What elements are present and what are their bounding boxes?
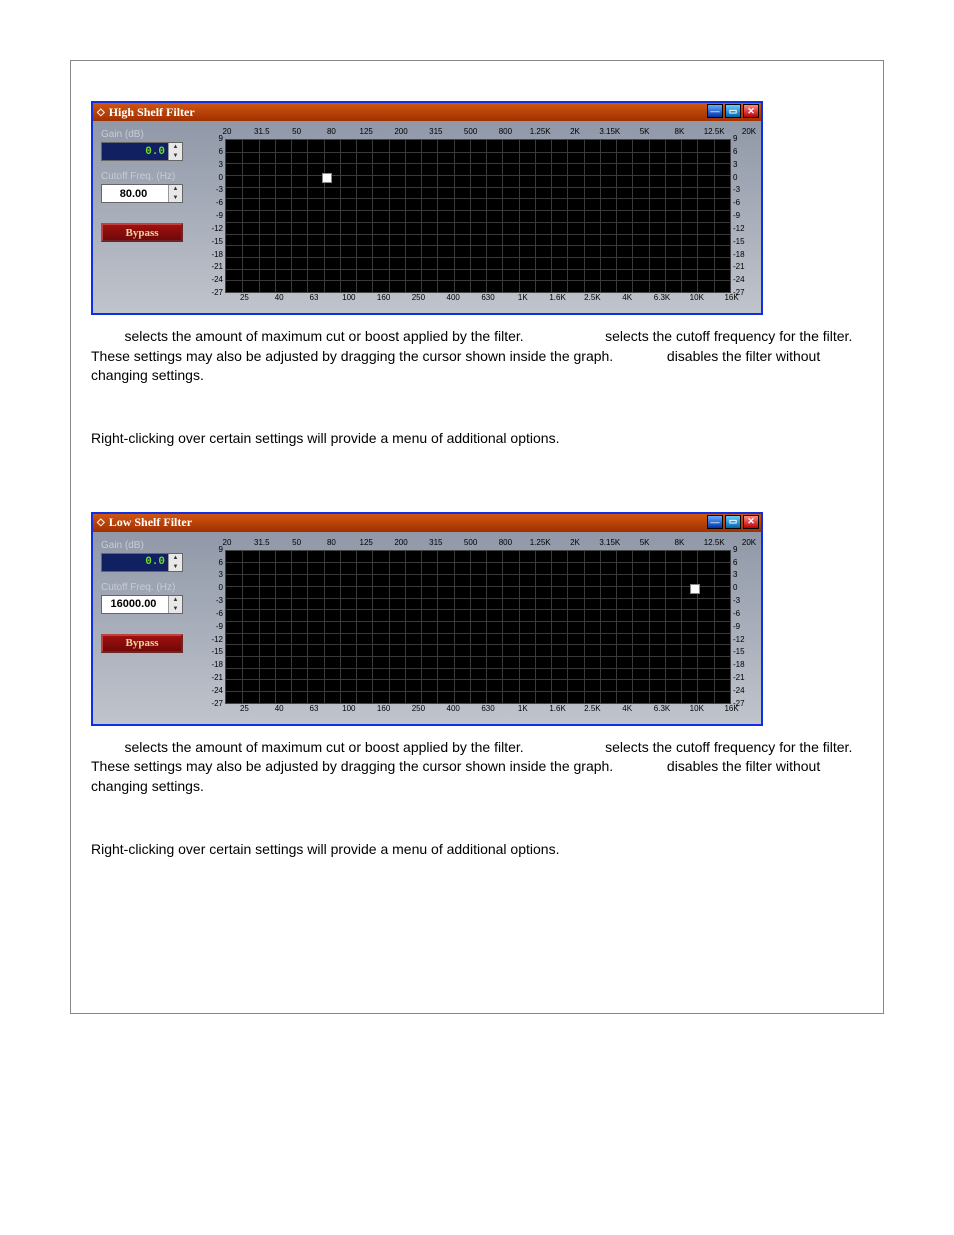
cutoff-label: Cutoff Freq. (Hz) <box>101 582 195 593</box>
right-click-note-1: Right-clicking over certain settings wil… <box>91 430 863 446</box>
down-arrow-icon[interactable]: ▼ <box>169 562 182 571</box>
db-labels-left: 9630-3-6-9-12-15-18-21-24-27 <box>201 550 223 704</box>
up-arrow-icon[interactable]: ▲ <box>169 185 182 194</box>
controls-panel: Gain (dB) 0.0 ▲ ▼ Cutoff Freq. (Hz) 1600… <box>97 538 199 718</box>
titlebar-controls: — ▭ ✕ <box>707 515 759 529</box>
cutoff-arrows[interactable]: ▲ ▼ <box>168 185 182 202</box>
freq-labels-top: 2031.550801252003155008001.25K2K3.15K5K8… <box>227 538 749 550</box>
page-frame: ◇ High Shelf Filter — ▭ ✕ Gain (dB) 0.0 … <box>70 60 884 1014</box>
titlebar-controls: — ▭ ✕ <box>707 104 759 118</box>
cutoff-value[interactable]: 80.00 <box>102 185 168 202</box>
down-arrow-icon[interactable]: ▼ <box>169 152 182 161</box>
cutoff-spinner[interactable]: 80.00 ▲ ▼ <box>101 184 183 203</box>
high-shelf-filter-module: ◇ High Shelf Filter — ▭ ✕ Gain (dB) 0.0 … <box>91 101 763 315</box>
module-titlebar[interactable]: ◇ Low Shelf Filter — ▭ ✕ <box>93 514 761 532</box>
gain-arrows[interactable]: ▲ ▼ <box>168 554 182 571</box>
close-icon[interactable]: ✕ <box>743 515 759 529</box>
bypass-button[interactable]: Bypass <box>101 223 183 242</box>
content-area: ◇ High Shelf Filter — ▭ ✕ Gain (dB) 0.0 … <box>71 101 883 857</box>
titlebar-bullet-icon: ◇ <box>97 517 105 528</box>
config-icon[interactable]: ▭ <box>725 515 741 529</box>
module-title: Low Shelf Filter <box>109 515 192 530</box>
module-body: Gain (dB) 0.0 ▲ ▼ Cutoff Freq. (Hz) 80.0… <box>93 121 761 313</box>
cutoff-arrows[interactable]: ▲ ▼ <box>168 596 182 613</box>
gain-arrows[interactable]: ▲ ▼ <box>168 143 182 160</box>
up-arrow-icon[interactable]: ▲ <box>169 596 182 605</box>
description-2: Gain selects the amount of maximum cut o… <box>91 738 863 797</box>
module-titlebar[interactable]: ◇ High Shelf Filter — ▭ ✕ <box>93 103 761 121</box>
description-1: Gain selects the amount of maximum cut o… <box>91 327 863 386</box>
bypass-label: Bypass <box>125 227 158 239</box>
graph-area: 2031.550801252003155008001.25K2K3.15K5K8… <box>199 127 757 307</box>
controls-panel: Gain (dB) 0.0 ▲ ▼ Cutoff Freq. (Hz) 80.0… <box>97 127 199 307</box>
down-arrow-icon[interactable]: ▼ <box>169 604 182 613</box>
freq-labels-top: 2031.550801252003155008001.25K2K3.15K5K8… <box>227 127 749 139</box>
db-labels-left: 9630-3-6-9-12-15-18-21-24-27 <box>201 139 223 293</box>
low-shelf-filter-module: ◇ Low Shelf Filter — ▭ ✕ Gain (dB) 0.0 ▲… <box>91 512 763 726</box>
cutoff-label: Cutoff Freq. (Hz) <box>101 171 195 182</box>
cutoff-spinner[interactable]: 16000.00 ▲ ▼ <box>101 595 183 614</box>
bypass-button[interactable]: Bypass <box>101 634 183 653</box>
down-arrow-icon[interactable]: ▼ <box>169 194 182 203</box>
module-title: High Shelf Filter <box>109 105 195 120</box>
cutoff-value[interactable]: 16000.00 <box>102 596 168 613</box>
graph-canvas[interactable] <box>225 550 731 704</box>
cursor-marker[interactable] <box>323 174 331 182</box>
gain-label: Gain (dB) <box>101 540 195 551</box>
minimize-icon[interactable]: — <box>707 515 723 529</box>
up-arrow-icon[interactable]: ▲ <box>169 143 182 152</box>
freq-labels-bot: 2540631001602504006301K1.6K2.5K4K6.3K10K… <box>227 704 749 716</box>
titlebar-bullet-icon: ◇ <box>97 107 105 118</box>
gain-spinner[interactable]: 0.0 ▲ ▼ <box>101 142 183 161</box>
db-labels-right: 9630-3-6-9-12-15-18-21-24-27 <box>733 550 755 704</box>
freq-labels-bot: 2540631001602504006301K1.6K2.5K4K6.3K10K… <box>227 293 749 305</box>
db-labels-right: 9630-3-6-9-12-15-18-21-24-27 <box>733 139 755 293</box>
cursor-marker[interactable] <box>691 585 699 593</box>
gain-label: Gain (dB) <box>101 129 195 140</box>
minimize-icon[interactable]: — <box>707 104 723 118</box>
close-icon[interactable]: ✕ <box>743 104 759 118</box>
config-icon[interactable]: ▭ <box>725 104 741 118</box>
graph-canvas[interactable] <box>225 139 731 293</box>
right-click-note-2: Right-clicking over certain settings wil… <box>91 841 863 857</box>
graph-area: 2031.550801252003155008001.25K2K3.15K5K8… <box>199 538 757 718</box>
gain-value[interactable]: 0.0 <box>102 143 168 160</box>
bypass-label: Bypass <box>125 637 158 649</box>
up-arrow-icon[interactable]: ▲ <box>169 554 182 563</box>
gain-value[interactable]: 0.0 <box>102 554 168 571</box>
module-body: Gain (dB) 0.0 ▲ ▼ Cutoff Freq. (Hz) 1600… <box>93 532 761 724</box>
gain-spinner[interactable]: 0.0 ▲ ▼ <box>101 553 183 572</box>
